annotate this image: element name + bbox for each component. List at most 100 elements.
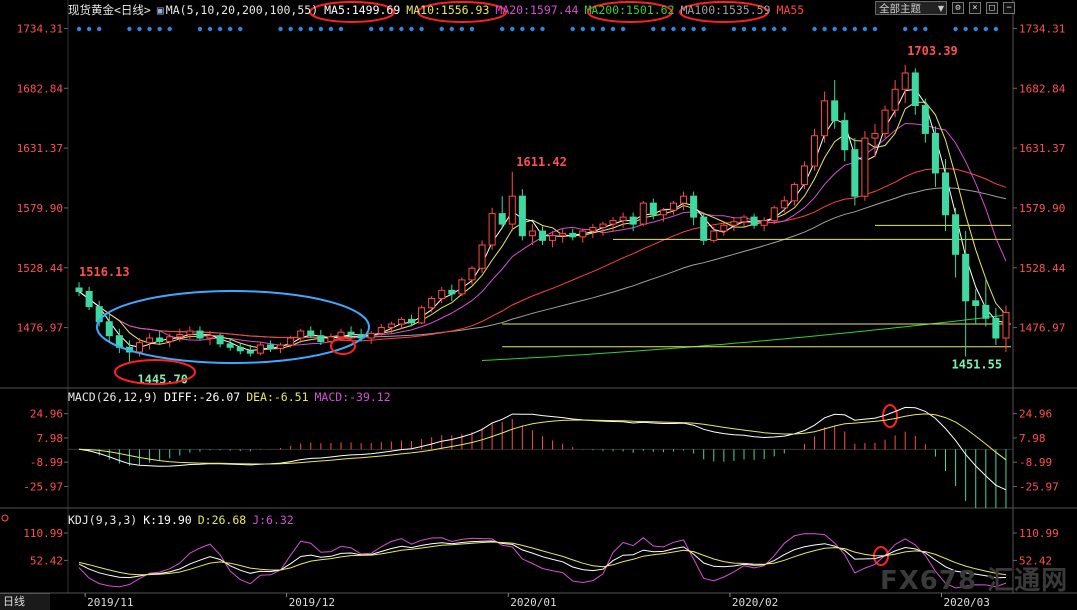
candle-body [861,137,869,197]
price-annotation: 1451.55 [952,358,1003,372]
kdj-j: J:6.32 [252,513,294,527]
candle-body [428,297,436,309]
maximize-icon[interactable]: □ [986,2,998,14]
instrument-title: 现货黄金 [68,3,114,17]
candle-body [166,336,174,343]
candle-body [135,342,144,353]
legend-ellipse-3 [679,1,769,23]
candle-body [851,149,859,197]
candle-body [770,207,778,222]
candle-body [528,230,536,237]
x-tick-label: 2019/12 [289,596,335,609]
ma100-value: MA100:1535.59 [680,3,771,17]
signal-dot [379,26,384,32]
candle-body [337,331,345,338]
candle-body [962,253,970,302]
signal-dot [419,26,424,32]
candle-body [468,267,476,281]
signal-dot [227,26,233,32]
ma10-line [78,101,1007,350]
signal-dot [137,26,142,32]
candle-body [105,321,113,337]
candle-body [891,88,899,111]
signal-dot [681,26,686,32]
tab-daily[interactable]: 日线 [0,593,50,610]
macd-tick-label-right: 24.96 [1019,408,1052,421]
candle-body [377,327,385,334]
candle-body [186,330,194,336]
candle-body [841,120,849,151]
candle-body [176,334,184,338]
x-tick-label: 2020/02 [732,596,778,609]
candle-body [347,331,355,336]
candle-body [750,216,758,226]
candle-body [518,195,526,237]
signal-dot [570,26,575,32]
ma200-value: MA200:1501.62 [584,3,675,17]
candle-body [941,172,950,216]
candle-body [811,135,819,167]
candle-body [730,221,738,226]
candle-body [821,100,829,137]
candle-body [800,165,808,186]
macd-tick-label-right: -8.99 [1019,456,1052,469]
signal-dot [157,26,162,32]
chevron-down-icon: ▼ [937,4,944,13]
close-icon[interactable]: × [969,2,981,14]
candle-body [297,330,305,339]
price-tick-label-right: 1631.37 [1019,142,1065,155]
candle-body [901,72,909,90]
break-ellipse [330,337,356,355]
minimize-icon[interactable]: − [1003,2,1015,14]
macd-title: MACD(26,12,9) [68,390,159,404]
signal-dot [963,26,968,32]
candle-body [871,132,879,139]
signal-dot [741,26,747,32]
price-tick-label-right: 1528.44 [1019,262,1066,275]
macd-diff: DIFF:-26.07 [164,390,241,404]
candle-body [327,336,335,343]
candle-body [589,227,597,232]
macd-diff-line [78,406,1007,491]
kdj-legend: KDJ(9,3,3) K:19.90 D:26.68 J:6.32 [68,513,300,527]
signal-dot [510,26,515,32]
signal-dot [671,26,676,32]
kdj-tick-label-left: 110.99 [23,527,63,540]
signal-dot [953,26,958,32]
period-label[interactable]: <日线> [114,3,151,17]
candle-body [75,287,83,293]
signal-dot [389,26,394,32]
macd-tick-label-right: -25.97 [1019,480,1059,493]
candle-body [85,291,93,308]
signal-dot [439,26,444,32]
signal-dot [298,26,303,32]
signal-dot [167,26,172,32]
main-legend: 现货黄金<日线> ▣ MA(5,10,20,200,100,55) MA5:1499.… [68,2,810,18]
candle-body [639,202,647,225]
candle-body [992,317,1000,339]
signal-dot [782,26,787,32]
signal-dot [308,26,313,32]
candle-body [649,202,657,216]
candle-body [407,318,416,324]
price-tick-label-left: 1734.31 [17,22,63,35]
candle-body [256,344,264,354]
candle-body [448,289,456,295]
candle-body [307,330,315,337]
candle-body [367,332,375,339]
candle-body [982,304,990,319]
candle-body [317,335,325,342]
signal-dot [328,26,334,32]
theme-dropdown[interactable]: 全部主题 ▼ [875,1,947,15]
settings-icon[interactable]: ⚙ [952,2,964,14]
ma20-value: MA20:1597.44 [495,3,579,17]
candle-body [156,337,164,343]
candle-body [700,216,708,241]
signal-dot [207,26,213,32]
price-tick-label-left: 1528.44 [17,262,64,275]
kdj-d-line [78,541,1007,576]
price-tick-label-left: 1682.84 [17,82,64,95]
kdj-j-line [78,533,1007,589]
candle-body [609,220,617,225]
